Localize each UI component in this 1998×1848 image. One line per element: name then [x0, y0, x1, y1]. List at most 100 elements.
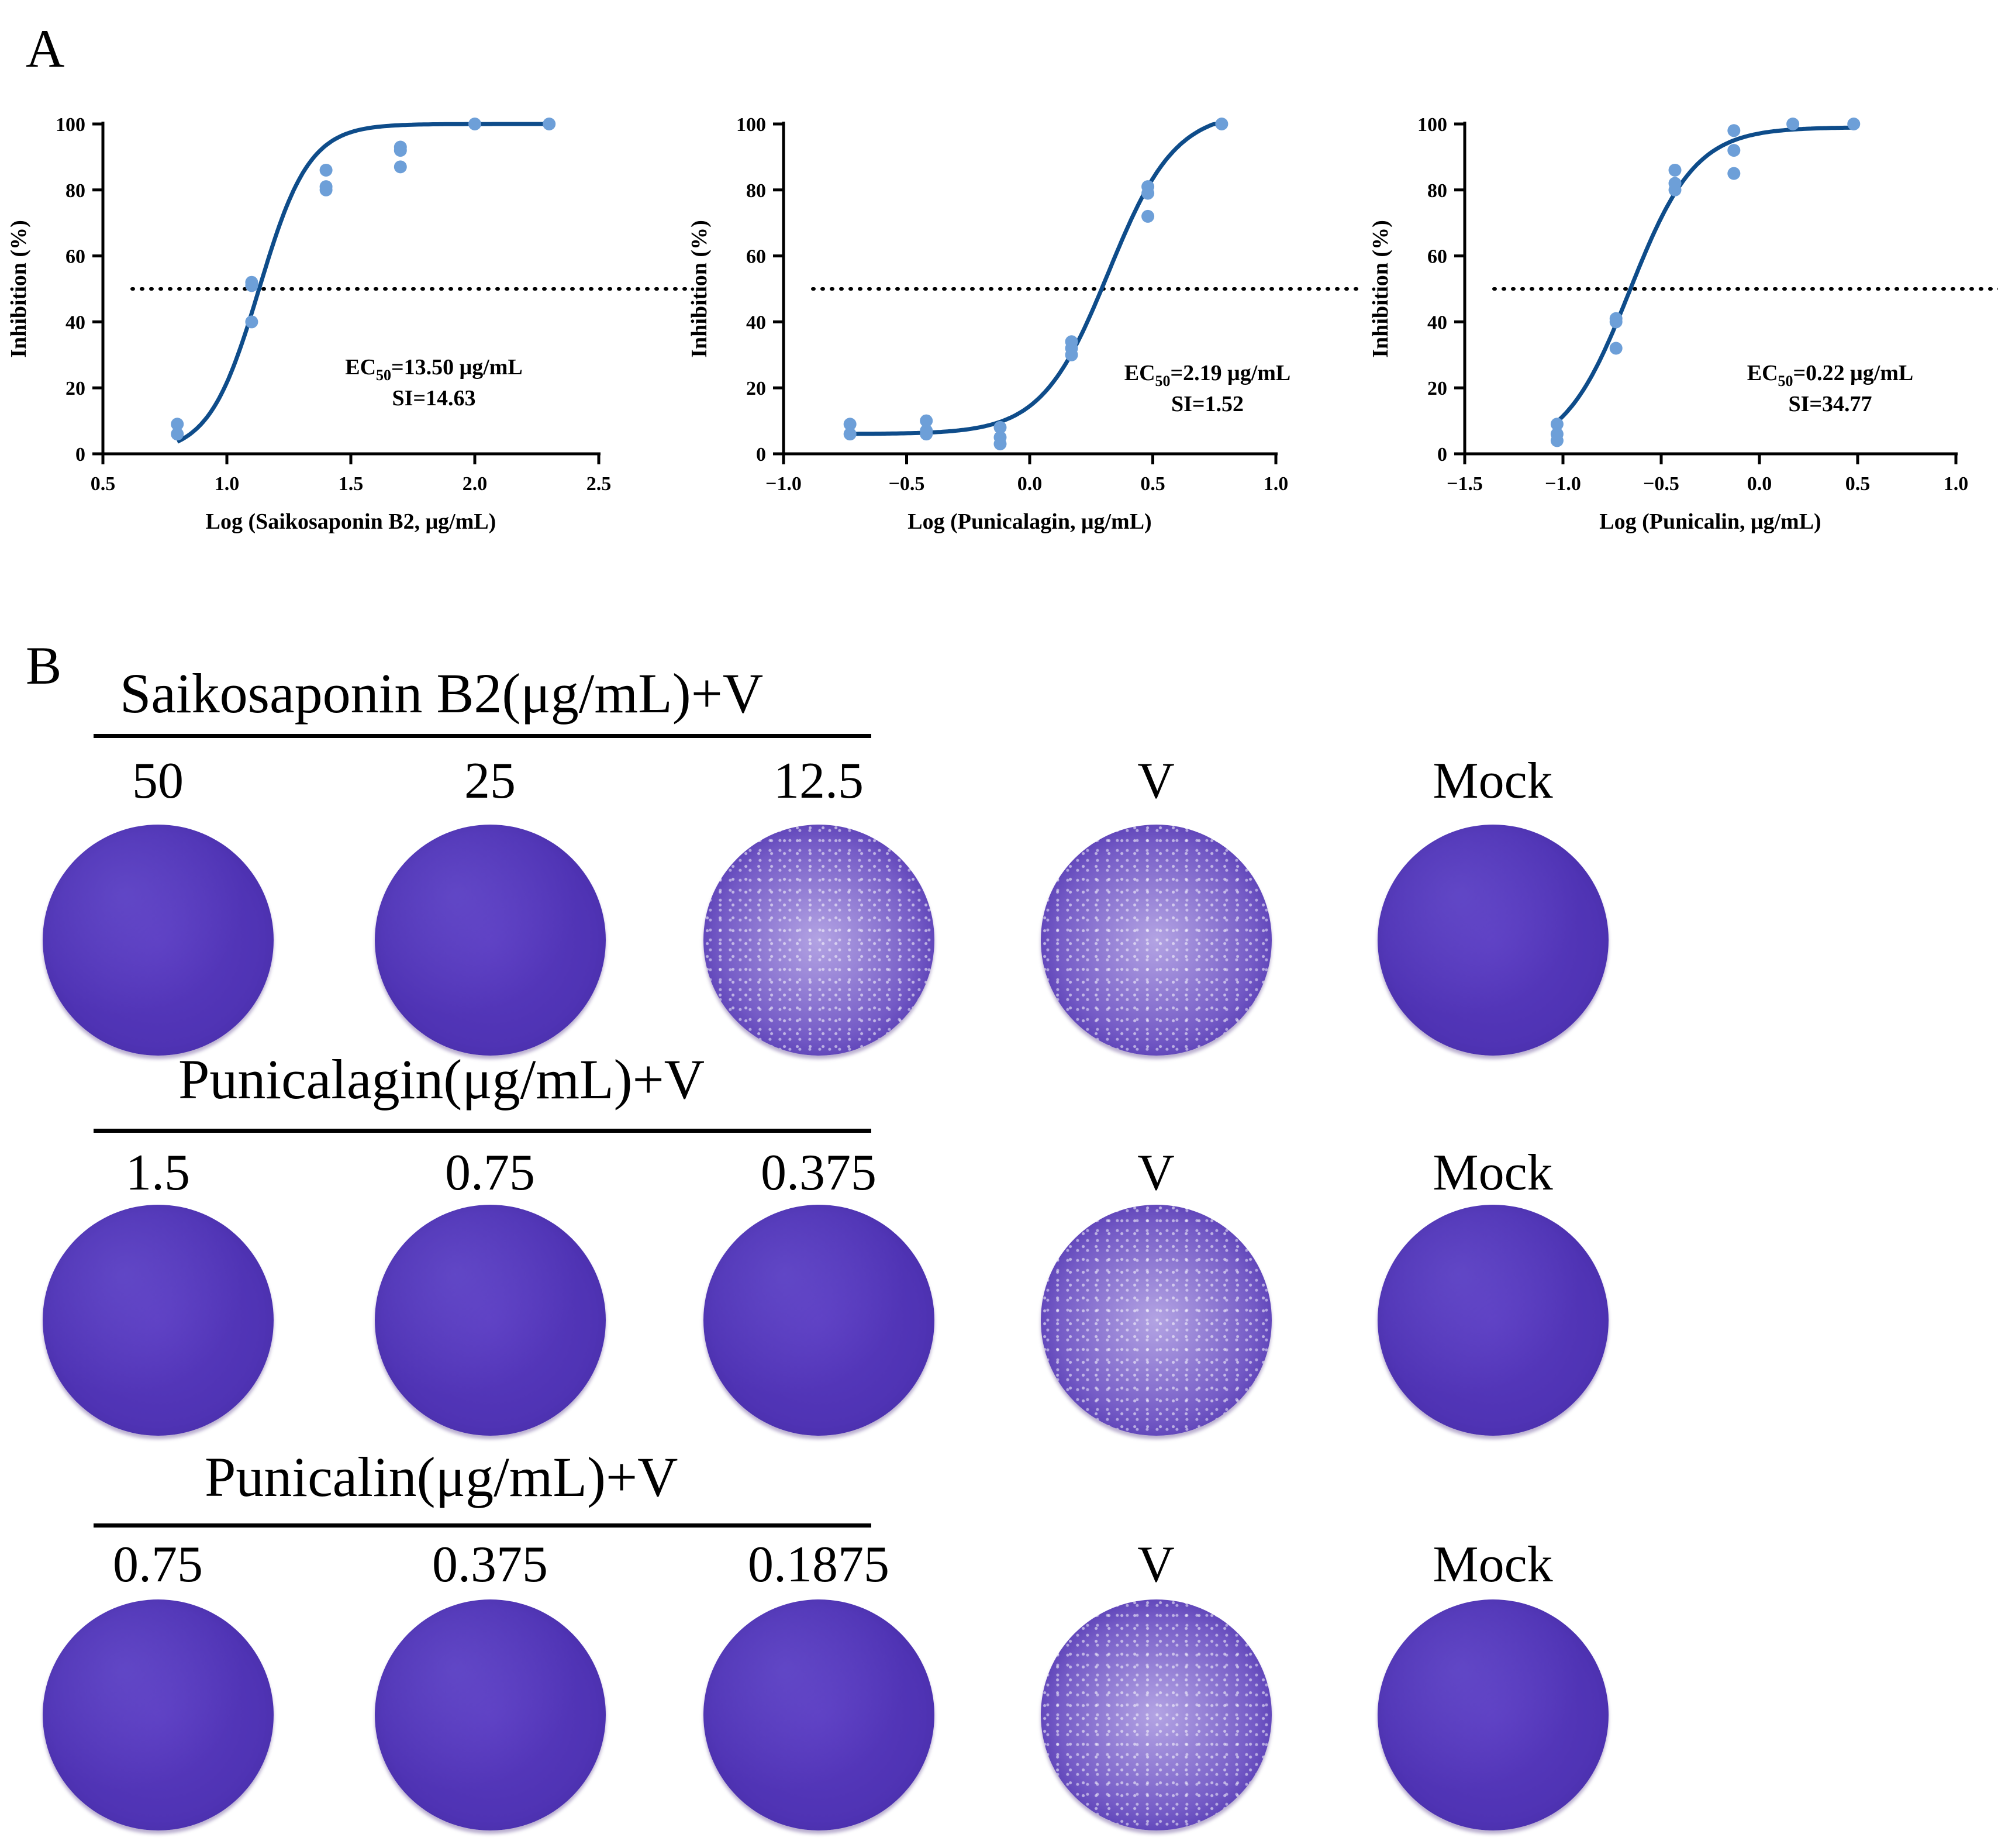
x-axis-label: Log (Punicalagin, μg/mL): [907, 509, 1151, 534]
well-label: Mock: [1433, 1144, 1553, 1201]
y-tick-label: 0: [756, 444, 766, 466]
data-point: [993, 437, 1007, 451]
data-point: [245, 279, 258, 292]
x-tick-label: 2.0: [463, 473, 488, 495]
y-tick-label: 0: [75, 444, 85, 466]
data-point: [1609, 342, 1623, 355]
data-point: [1141, 209, 1155, 223]
well-label: V: [1137, 1536, 1175, 1593]
x-tick-label: 0.5: [91, 473, 116, 495]
x-tick-label: −1.0: [1545, 473, 1581, 495]
data-point: [1141, 187, 1155, 200]
data-point: [920, 427, 933, 441]
plaque-row-rule: [94, 1129, 871, 1133]
well-label: 50: [132, 753, 184, 809]
plaque-well: [703, 1205, 934, 1436]
dose-response-charts: 0 20 40 60 80 100 0.5 1.0 1.5 2.0 2.5 Log (Saikosap…: [6, 114, 1998, 534]
x-tick-label: −1.5: [1447, 473, 1483, 495]
chart-2: 0 20 40 60 80 100 −1.0 −0.5 0.0 0.5 1.0 Log (Punica…: [687, 114, 1365, 534]
panel-label-a: A: [26, 19, 65, 78]
y-tick-label: 0: [1437, 444, 1447, 466]
data-point: [1668, 183, 1682, 196]
plaque-well: [374, 1599, 606, 1830]
well-label: V: [1137, 753, 1175, 809]
data-point: [543, 118, 556, 130]
x-tick-label: 0.5: [1140, 473, 1165, 495]
x-tick-label: 1.0: [1944, 473, 1969, 495]
data-point: [843, 418, 857, 431]
plaque-row-rule: [94, 734, 871, 738]
plaque-well: [1377, 1205, 1609, 1436]
data-point: [394, 160, 407, 174]
y-axis-label: Inhibition (%): [1368, 220, 1393, 357]
x-tick-label: −0.5: [1643, 473, 1679, 495]
x-tick-label: 1.5: [339, 473, 364, 495]
x-tick-label: 1.0: [1264, 473, 1289, 495]
x-tick-label: 1.0: [215, 473, 240, 495]
data-point: [319, 183, 333, 196]
data-point: [1609, 315, 1623, 329]
y-tick-label: 100: [1417, 114, 1447, 136]
plaque-row-rule: [94, 1523, 871, 1528]
x-tick-label: 0.5: [1845, 473, 1871, 495]
data-point: [920, 414, 933, 427]
data-point: [171, 418, 184, 431]
y-tick-label: 60: [65, 246, 85, 268]
data-point: [394, 144, 407, 157]
y-tick-label: 80: [65, 180, 85, 202]
y-axis-label: Inhibition (%): [687, 220, 712, 357]
plaque-row-title: Saikosaponin B2(μg/mL)+V: [120, 662, 764, 725]
x-axis-label: Log (Punicalin, μg/mL): [1599, 509, 1821, 534]
y-tick-label: 40: [746, 312, 766, 333]
well-label: Mock: [1433, 753, 1553, 809]
y-tick-label: 20: [1427, 378, 1447, 399]
data-point: [1668, 163, 1682, 177]
x-tick-label: 0.0: [1017, 473, 1043, 495]
si-annotation: SI=1.52: [1171, 392, 1244, 416]
ec50-annotation: EC50=2.19 μg/mL: [1124, 361, 1291, 389]
plaque-well: [42, 825, 274, 1056]
y-tick-label: 40: [1427, 312, 1447, 333]
ec50-annotation: EC50=13.50 μg/mL: [345, 355, 523, 384]
data-point: [993, 420, 1007, 434]
y-tick-label: 80: [1427, 180, 1447, 202]
well-label: 0.75: [113, 1536, 203, 1593]
data-point: [843, 427, 857, 441]
well-label: V: [1137, 1144, 1175, 1201]
data-point: [1215, 118, 1229, 130]
data-point: [1727, 167, 1741, 180]
data-point: [245, 315, 258, 329]
plaque-well: [703, 825, 934, 1056]
plaque-well: [42, 1205, 274, 1436]
data-point: [1847, 118, 1861, 130]
plaque-well: [374, 1205, 606, 1436]
plaque-well: [1377, 825, 1609, 1056]
chart-1: 0 20 40 60 80 100 0.5 1.0 1.5 2.0 2.5 Log (Saikosap…: [6, 114, 688, 534]
data-point: [468, 118, 481, 130]
well-label: Mock: [1433, 1536, 1553, 1593]
data-point: [1727, 144, 1741, 157]
y-tick-label: 100: [56, 114, 85, 136]
panel-label-b: B: [26, 636, 62, 695]
x-axis-label: Log (Saikosaponin B2, μg/mL): [206, 509, 496, 534]
data-point: [1550, 418, 1564, 431]
well-label: 0.375: [761, 1144, 877, 1201]
plaque-row-title: Punicalin(μg/mL)+V: [205, 1446, 678, 1508]
y-axis-label: Inhibition (%): [6, 220, 31, 357]
data-point: [1550, 434, 1564, 447]
y-tick-label: 40: [65, 312, 85, 333]
x-tick-label: 2.5: [586, 473, 612, 495]
ec50-annotation: EC50=0.22 μg/mL: [1747, 361, 1914, 389]
plaque-well: [1377, 1599, 1609, 1830]
plaque-well: [1040, 1205, 1272, 1436]
si-annotation: SI=34.77: [1788, 392, 1872, 416]
well-label: 1.5: [126, 1144, 190, 1201]
y-tick-label: 20: [65, 378, 85, 399]
plaque-well: [1040, 825, 1272, 1056]
well-label: 12.5: [774, 753, 864, 809]
plaque-well: [42, 1599, 274, 1830]
y-tick-label: 80: [746, 180, 766, 202]
well-label: 0.75: [445, 1144, 535, 1201]
well-label: 0.375: [432, 1536, 548, 1593]
x-tick-label: −0.5: [889, 473, 925, 495]
